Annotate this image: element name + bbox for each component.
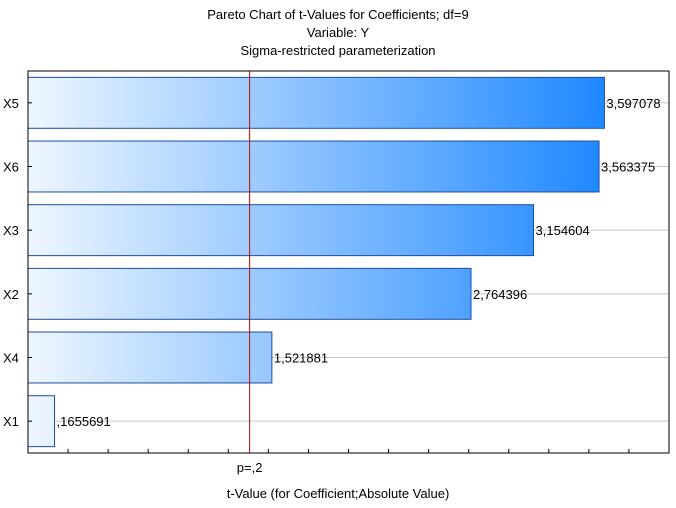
category-label: X6	[3, 160, 19, 175]
bar-x3	[27, 204, 535, 257]
category-label: X5	[3, 96, 19, 111]
bar-x1	[27, 395, 56, 448]
chart-subtitle-variable: Variable: Y	[306, 25, 370, 40]
plot-frame	[27, 70, 670, 454]
category-label: X3	[3, 223, 19, 238]
category-label: X1	[3, 414, 19, 429]
category-label: X2	[3, 287, 19, 302]
bar-x4	[27, 331, 273, 384]
bar-value-label: 3,563375	[601, 160, 655, 175]
bar-value-label: ,1655691	[57, 414, 111, 429]
bar-x6	[27, 140, 600, 193]
bar-value-label: 1,521881	[274, 351, 328, 366]
chart-title: Pareto Chart of t-Values for Coefficient…	[207, 7, 469, 22]
bar-value-label: 2,764396	[473, 287, 527, 302]
significance-label: p=,2	[237, 460, 263, 475]
chart-subtitle-parameterization: Sigma-restricted parameterization	[240, 43, 436, 58]
bar-value-label: 3,597078	[606, 96, 660, 111]
bar-x5	[27, 76, 605, 129]
category-label: X4	[3, 351, 19, 366]
x-axis-label: t-Value (for Coefficient;Absolute Value)	[226, 486, 450, 501]
bar-value-label: 3,154604	[536, 223, 590, 238]
